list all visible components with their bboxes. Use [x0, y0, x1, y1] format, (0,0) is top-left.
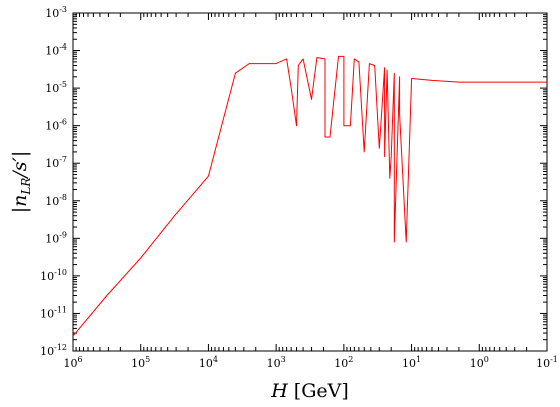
y-tick-label: 10-11	[40, 305, 67, 320]
x-tick-label: 100	[470, 355, 489, 370]
series-layer	[72, 55, 547, 337]
plot-frame	[72, 12, 548, 352]
y-axis-label: |nLR/s′|	[9, 151, 33, 214]
x-tick-label: 104	[199, 355, 218, 370]
y-tick-label: 10-3	[45, 5, 67, 20]
x-tick-label: 106	[63, 355, 82, 370]
y-tick-label: 10-7	[45, 155, 67, 170]
y-tick-label: 10-5	[45, 80, 67, 95]
x-tick-label: 105	[131, 355, 150, 370]
y-tick-label: 10-8	[45, 193, 67, 208]
x-axis-ticks: 106 105 104 103 102 101 100 10-1	[63, 13, 558, 370]
x-tick-label: 101	[402, 355, 421, 370]
y-tick-label: 10-12	[40, 343, 67, 358]
y-axis-ticks: 10-12 10-11 10-10 10-9 10-8 10-7 10-6 10-5 10-4 1…	[40, 5, 547, 358]
series-line-0	[72, 55, 547, 337]
x-tick-label: 103	[267, 355, 286, 370]
y-tick-label: 10-6	[45, 118, 67, 133]
y-axis-label-group: |nLR/s′|	[9, 151, 33, 214]
x-axis-label: H [GeV]	[270, 380, 349, 402]
y-tick-label: 10-10	[40, 268, 67, 283]
x-tick-label: 102	[334, 355, 353, 370]
x-tick-label: 10-1	[536, 355, 558, 370]
y-tick-label: 10-4	[45, 43, 67, 58]
y-tick-label: 10-9	[45, 230, 67, 245]
